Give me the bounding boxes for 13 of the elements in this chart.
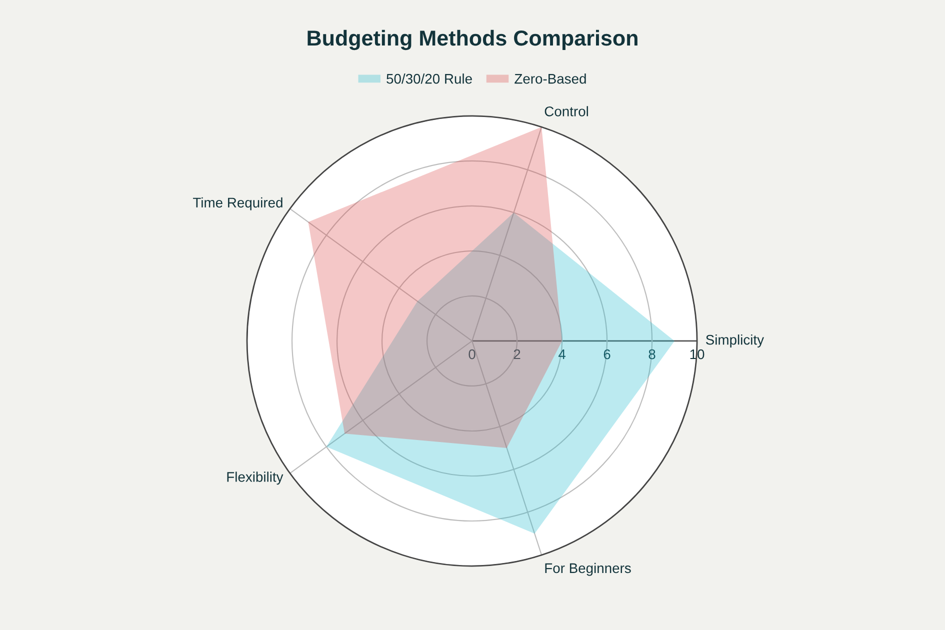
legend-label: 50/30/20 Rule bbox=[386, 74, 472, 84]
spoke-label: For Beginners bbox=[545, 562, 631, 576]
y-tick-label: 2 bbox=[514, 349, 520, 360]
spoke-label: Time Required bbox=[193, 197, 282, 210]
y-tick-label: 8 bbox=[648, 349, 656, 360]
chart-title: Budgeting Methods Comparison bbox=[308, 30, 638, 50]
spoke-label: Simplicity bbox=[706, 334, 764, 348]
y-tick-label: 0 bbox=[468, 349, 476, 360]
spoke-label: Flexibility bbox=[227, 472, 284, 485]
y-tick-label: 4 bbox=[558, 349, 566, 360]
legend-label: Zero-Based bbox=[514, 74, 586, 84]
y-tick-label: 6 bbox=[604, 349, 610, 360]
spoke-label: Control bbox=[544, 106, 588, 116]
